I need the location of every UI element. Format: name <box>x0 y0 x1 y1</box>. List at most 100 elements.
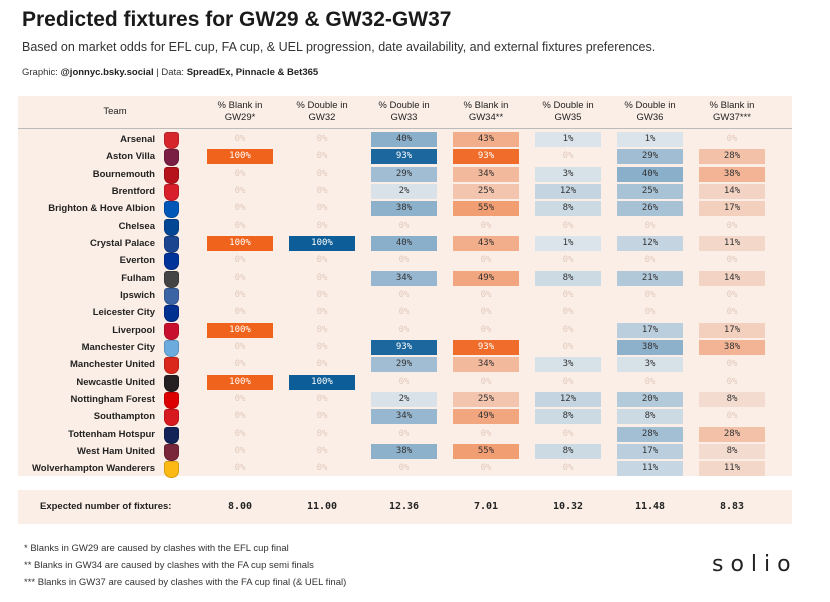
table-header: Team % Blank in GW29* % Double in GW32 % Do… <box>18 96 792 128</box>
arsenal-crest-icon <box>164 132 179 149</box>
value-cell: 8% <box>535 443 601 459</box>
value-cell: 14% <box>699 270 765 286</box>
page-subtitle: Based on market odds for EFL cup, FA cup… <box>22 40 656 54</box>
manchester-united-crest-icon <box>164 357 179 375</box>
value-cell: 0% <box>234 134 246 144</box>
credits-separator: | <box>156 67 159 78</box>
value-cell: 34% <box>453 357 519 373</box>
table-row: Brighton & Hove Albion 0% 0% 38% 55% 8% 26% 17% <box>18 200 792 219</box>
table-row: Ipswich 0% 0% 0% 0% 0% 0% 0% <box>18 287 792 305</box>
team-name: Bournemouth <box>92 168 155 180</box>
value-cell: 28% <box>617 426 683 442</box>
team-name: Manchester City <box>81 341 155 353</box>
value-cell: 0% <box>398 220 410 231</box>
value-cell: 29% <box>371 166 437 182</box>
table-row: Newcastle United 100% 100% 0% 0% 0% 0% 0% <box>18 374 792 392</box>
value-cell: 29% <box>617 149 683 165</box>
column-header-blank-in-gw29: % Blank in GW29* <box>217 100 263 123</box>
value-cell: 0% <box>562 324 574 335</box>
value-cell: 3% <box>535 357 601 373</box>
value-cell: 8% <box>535 201 601 217</box>
value-cell: 0% <box>234 220 246 231</box>
value-cell: 0% <box>316 151 328 162</box>
data-label: Data: <box>161 67 185 78</box>
team-name: Chelsea <box>118 220 155 232</box>
footnote-gw37: *** Blanks in GW37 are caused by clashes… <box>24 577 347 588</box>
value-cell: 38% <box>371 443 437 459</box>
value-cell: 0% <box>480 307 492 318</box>
value-cell: 0% <box>398 376 410 387</box>
value-cell: 12% <box>617 235 683 251</box>
brentford-crest-icon <box>164 183 179 201</box>
value-cell: 0% <box>480 324 492 335</box>
value-cell: 28% <box>699 149 765 165</box>
value-cell: 3% <box>617 357 683 373</box>
value-cell: 8% <box>699 391 765 407</box>
table-row: Arsenal 0% 0% 40% 43% 1% 1% 0% <box>18 131 792 149</box>
column-header-double-in-gw35: % Double in GW35 <box>542 100 594 123</box>
value-cell: 0% <box>234 272 246 283</box>
newcastle-crest-icon <box>164 374 179 392</box>
team-name: Everton <box>119 255 155 267</box>
bournemouth-crest-icon <box>164 166 179 184</box>
column-header-blank-in-gw37: % Blank in GW37*** <box>709 100 755 123</box>
team-name: Brentford <box>111 185 155 197</box>
value-cell: 40% <box>371 235 437 251</box>
table-row: Liverpool 100% 0% 0% 0% 0% 17% 17% <box>18 322 792 340</box>
table-row: Chelsea 0% 0% 0% 0% 0% 0% 0% <box>18 218 792 236</box>
value-cell: 2% <box>371 183 437 199</box>
expected-value: 7.01 <box>473 501 499 512</box>
team-name: Manchester United <box>70 359 155 371</box>
expected-value: 11.48 <box>634 501 666 512</box>
column-header-blank-in-gw34: % Blank in GW34** <box>463 100 509 123</box>
expected-value: 8.83 <box>719 501 745 512</box>
graphic-handle[interactable]: @jonnyc.bsky.social <box>60 67 154 78</box>
value-cell: 100% <box>207 149 273 165</box>
value-cell: 25% <box>453 391 519 407</box>
value-cell: 34% <box>371 409 437 425</box>
aston-villa-crest-icon <box>164 149 179 167</box>
value-cell: 17% <box>699 322 765 338</box>
value-cell: 0% <box>234 411 246 422</box>
value-cell: 0% <box>562 376 574 387</box>
value-cell: 0% <box>726 289 738 300</box>
value-cell: 0% <box>234 307 246 318</box>
value-cell: 0% <box>316 220 328 231</box>
table-row: Southampton 0% 0% 34% 49% 8% 8% 0% <box>18 408 792 427</box>
footnote-gw29: * Blanks in GW29 are caused by clashes w… <box>24 543 289 554</box>
value-cell: 0% <box>316 445 328 456</box>
table-row: Manchester United 0% 0% 29% 34% 3% 3% 0% <box>18 356 792 375</box>
value-cell: 11% <box>699 461 765 477</box>
value-cell: 0% <box>316 359 328 370</box>
value-cell: 38% <box>371 201 437 217</box>
value-cell: 0% <box>398 324 410 335</box>
team-name: Southampton <box>93 411 155 423</box>
value-cell: 0% <box>234 428 246 439</box>
value-cell: 28% <box>699 426 765 442</box>
team-name: Leicester City <box>92 307 155 319</box>
expected-value: 11.00 <box>306 501 338 512</box>
value-cell: 0% <box>316 185 328 196</box>
team-name: Crystal Palace <box>90 237 155 249</box>
value-cell: 43% <box>453 235 519 251</box>
table-row: Leicester City 0% 0% 0% 0% 0% 0% 0% <box>18 304 792 323</box>
nottingham-forest-crest-icon <box>164 391 179 409</box>
value-cell: 0% <box>480 428 492 439</box>
table-row: Brentford 0% 0% 2% 25% 12% 25% 14% <box>18 183 792 201</box>
value-cell: 0% <box>398 428 410 439</box>
value-cell: 29% <box>371 357 437 373</box>
value-cell: 0% <box>316 341 328 352</box>
west-ham-crest-icon <box>164 443 179 461</box>
value-cell: 0% <box>316 134 328 144</box>
fulham-crest-icon <box>164 270 179 288</box>
value-cell: 0% <box>234 393 246 404</box>
value-cell: 0% <box>562 428 574 439</box>
value-cell: 0% <box>562 220 574 231</box>
value-cell: 49% <box>453 270 519 286</box>
leicester-crest-icon <box>164 305 179 323</box>
table-row: Manchester City 0% 0% 93% 93% 0% 38% 38% <box>18 339 792 357</box>
value-cell: 0% <box>480 220 492 231</box>
team-name: Brighton & Hove Albion <box>48 203 155 215</box>
value-cell: 93% <box>453 149 519 165</box>
chelsea-crest-icon <box>164 218 179 236</box>
